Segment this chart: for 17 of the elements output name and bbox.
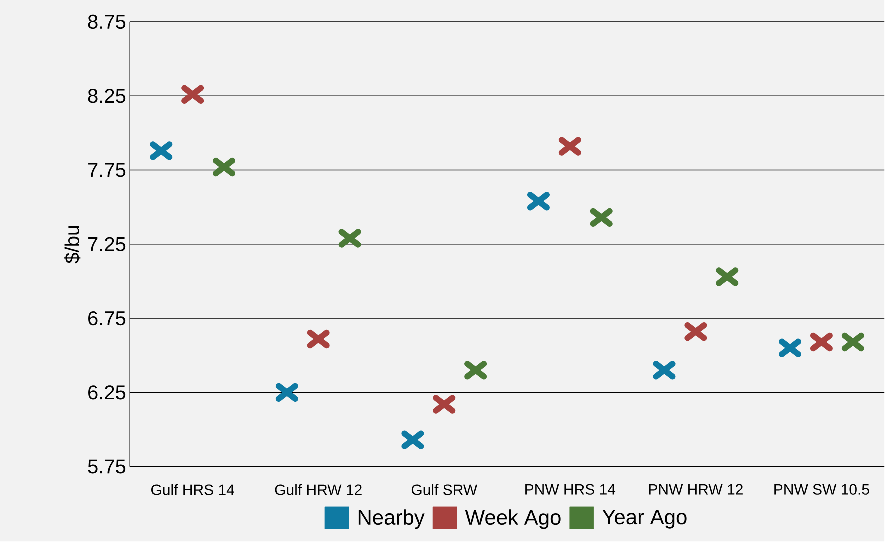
x-tick-label: PNW HRS 14	[526, 484, 616, 496]
x-tick-label: Gulf SRW	[412, 484, 478, 496]
legend-label: Week Ago	[465, 510, 561, 530]
x-tick-label: Gulf HRS 14	[152, 484, 234, 496]
legend-label: Nearby	[358, 510, 425, 530]
y-tick-label: 7.75	[88, 163, 126, 178]
y-tick-label: 6.25	[88, 386, 126, 400]
y-tick-label: 5.75	[88, 460, 126, 474]
x-tick-label: PNW HRW 12	[649, 484, 743, 495]
y-tick-label: 6.75	[88, 312, 126, 326]
y-tick-label: 7.25	[88, 237, 126, 252]
y-axis-title: $/bu	[64, 226, 81, 264]
x-tick-label: Gulf HRW 12	[275, 484, 362, 496]
y-tick-label: 8.25	[88, 89, 126, 104]
y-tick-label: 8.75	[88, 15, 126, 30]
x-tick-label: PNW SW 10.5	[774, 484, 870, 496]
legend-label: Year Ago	[602, 510, 687, 529]
